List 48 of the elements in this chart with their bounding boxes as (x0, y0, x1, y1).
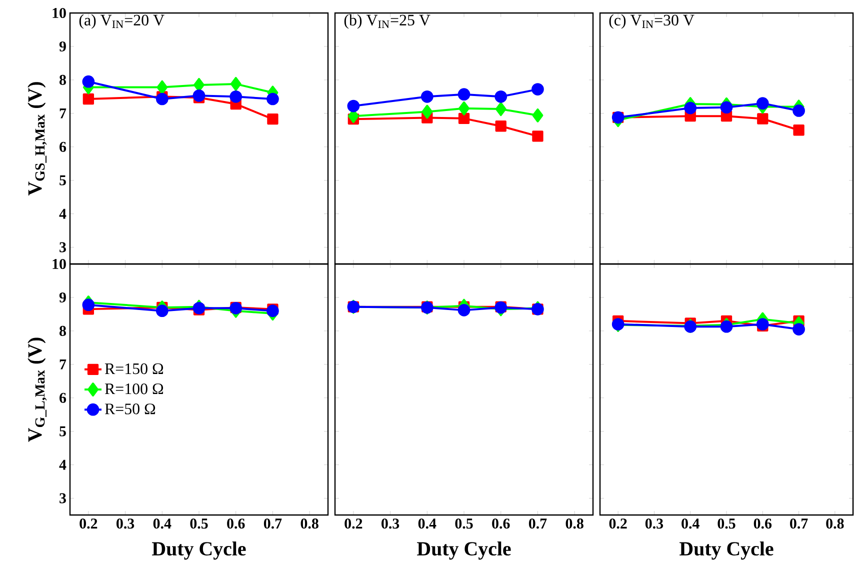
x-tick-label: 0.6 (492, 518, 510, 529)
legend-label: R=100 Ω (104, 383, 164, 394)
y-tick-label: 6 (60, 142, 66, 152)
y-tick-label: 10 (52, 258, 66, 270)
y-tick-label: 4 (59, 208, 66, 219)
x-tick-label: 0.7 (528, 518, 547, 529)
y-tick-label: 8 (60, 74, 66, 85)
x-tick-label: 0.5 (455, 518, 473, 529)
chart-title: (b) V$_{IN}$=25 V (344, 14, 430, 29)
x-tick-label: 0.3 (116, 518, 134, 529)
x-axis-title: Duty Cycle (417, 542, 511, 560)
x-tick-label: 0.4 (418, 518, 436, 529)
x-tick-label: 0.5 (718, 518, 736, 529)
y-axis-title: V$_{GS_H,Max}$ (V) (28, 82, 47, 196)
legend-label: R=50 Ω (104, 404, 156, 414)
y-tick-label: 7 (60, 108, 66, 118)
x-tick-label: 0.4 (682, 518, 700, 529)
x-tick-label: 0.2 (609, 518, 627, 529)
x-axis-title: Duty Cycle (152, 542, 246, 560)
x-tick-label: 0.8 (566, 518, 584, 529)
x-tick-label: 0.7 (264, 518, 282, 529)
x-tick-label: 0.3 (645, 518, 664, 529)
y-tick-label: 5 (60, 426, 66, 436)
chart-title: (c) V$_{IN}$=30 V (609, 14, 694, 29)
x-tick-label: 0.6 (227, 518, 245, 529)
y-tick-label: 5 (60, 175, 66, 186)
y-tick-label: 8 (60, 326, 66, 336)
y-tick-label: 10 (52, 8, 66, 18)
y-tick-label: 3 (60, 493, 66, 504)
x-tick-label: 0.6 (754, 518, 772, 529)
legend-label: R=150 Ω (104, 363, 164, 374)
y-tick-label: 3 (60, 242, 66, 252)
y-tick-label: 4 (59, 460, 66, 470)
y-tick-label: 7 (60, 360, 66, 370)
x-tick-label: 0.2 (80, 518, 98, 529)
x-tick-label: 0.8 (826, 518, 844, 529)
x-tick-label: 0.2 (344, 518, 362, 529)
y-axis-title: V$_{G_L,Max}$ (V) (28, 338, 47, 442)
x-tick-label: 0.8 (300, 518, 318, 529)
x-axis-title: Duty Cycle (680, 542, 774, 560)
x-tick-label: 0.3 (382, 518, 400, 529)
x-tick-label: 0.4 (153, 518, 172, 529)
x-tick-label: 0.7 (790, 518, 808, 529)
chart-title: (a) V$_{IN}$=20 V (79, 14, 164, 29)
y-tick-label: 9 (59, 292, 66, 302)
x-tick-label: 0.5 (190, 518, 208, 529)
y-tick-label: 6 (60, 392, 66, 403)
y-tick-label: 9 (59, 41, 66, 52)
